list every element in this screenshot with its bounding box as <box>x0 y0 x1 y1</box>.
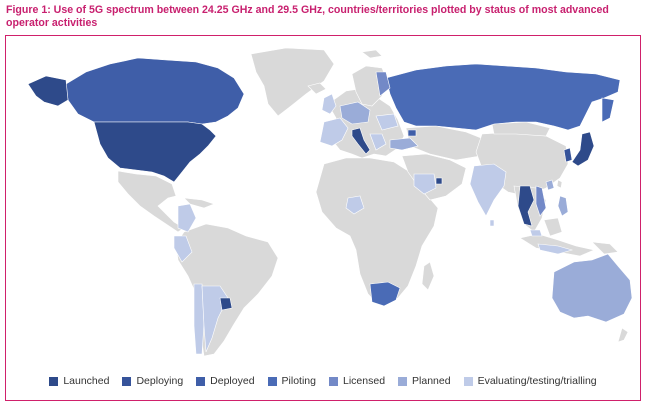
thailand <box>517 185 535 227</box>
legend-label: Planned <box>412 375 451 387</box>
madagascar <box>421 261 435 291</box>
malaysia <box>529 229 543 237</box>
legend-swatch <box>398 376 408 386</box>
russia <box>385 63 621 131</box>
mexico-central-america <box>117 170 185 233</box>
legend-swatch <box>329 376 338 386</box>
sri-lanka <box>489 219 495 227</box>
france-spain <box>319 117 349 147</box>
legend-label: Evaluating/testing/trialling <box>477 375 597 387</box>
figure-caption: Figure 1: Use of 5G spectrum between 24.… <box>6 4 609 29</box>
legend-item-evaluating: Evaluating/testing/trialling <box>463 375 597 387</box>
new-zealand <box>617 327 629 343</box>
ukraine <box>375 113 399 131</box>
caribbean <box>183 197 215 209</box>
finland <box>375 71 391 97</box>
colombia <box>177 203 197 233</box>
legend-label: Licensed <box>343 375 386 387</box>
uae <box>435 177 443 185</box>
south-korea <box>563 147 573 163</box>
taiwan <box>556 179 563 189</box>
new-guinea <box>591 241 619 255</box>
legend-item-planned: Planned <box>398 375 451 387</box>
legend-swatch <box>196 376 206 386</box>
borneo <box>543 217 563 237</box>
map-legend: Launched Deploying Deployed Piloting Lic… <box>6 375 640 387</box>
legend-item-deployed: Deployed <box>196 375 255 387</box>
legend-item-piloting: Piloting <box>267 375 316 387</box>
nigeria <box>345 195 365 215</box>
vietnam <box>535 185 547 217</box>
united-states <box>93 121 217 183</box>
legend-item-launched: Launched <box>49 375 109 387</box>
south-africa <box>369 281 401 307</box>
legend-swatch <box>122 376 132 386</box>
alaska <box>27 75 69 107</box>
philippines-status <box>557 195 569 217</box>
united-kingdom <box>321 93 337 115</box>
legend-swatch <box>49 376 59 386</box>
legend-item-deploying: Deploying <box>122 375 183 387</box>
japan <box>571 131 595 167</box>
india <box>469 163 507 217</box>
arctic-islands <box>361 49 383 59</box>
indonesia-status <box>537 243 574 255</box>
legend-label: Launched <box>63 375 110 387</box>
saudi-arabia <box>413 173 437 195</box>
legend-item-licensed: Licensed <box>329 375 385 387</box>
legend-label: Deployed <box>210 375 255 387</box>
legend-swatch <box>267 376 277 386</box>
legend-label: Deploying <box>136 375 184 387</box>
africa <box>315 157 439 305</box>
legend-swatch <box>463 376 473 386</box>
chile <box>193 283 205 355</box>
mongolia <box>491 121 551 137</box>
uruguay <box>219 297 233 311</box>
south-america <box>175 223 279 357</box>
caucasus <box>407 129 417 137</box>
greenland <box>250 47 335 117</box>
canada <box>65 57 245 125</box>
balkans <box>369 133 387 151</box>
kamchatka <box>601 97 615 123</box>
legend-label: Piloting <box>281 375 316 387</box>
turkey <box>389 137 419 151</box>
peru <box>173 235 193 263</box>
landmass-base-layer <box>117 47 629 357</box>
hong-kong <box>545 179 555 191</box>
world-map <box>27 47 633 357</box>
central-europe <box>339 101 371 125</box>
iceland <box>307 82 327 95</box>
figure-frame: Launched Deploying Deployed Piloting Lic… <box>5 35 641 401</box>
australia <box>551 253 633 323</box>
italy <box>351 127 371 155</box>
